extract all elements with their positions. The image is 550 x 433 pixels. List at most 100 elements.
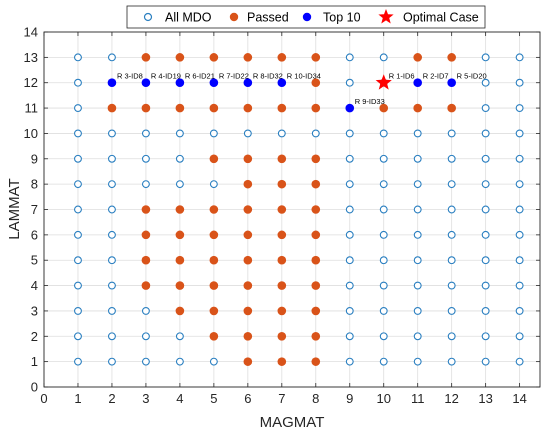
- all-mdo-point: [413, 205, 422, 214]
- all-mdo-point: [74, 154, 82, 163]
- all-mdo-point: [74, 357, 82, 366]
- legend-optimal-label: Optimal Case: [403, 11, 479, 25]
- all-mdo-point: [447, 357, 456, 366]
- y-tick-label: 2: [31, 329, 38, 344]
- all-mdo-point: [74, 281, 82, 290]
- axes: [43, 31, 541, 388]
- all-mdo-point: [175, 180, 184, 189]
- passed-point: [277, 357, 287, 366]
- passed-point: [175, 306, 185, 316]
- all-mdo-point: [74, 180, 82, 189]
- top10-point: [209, 78, 219, 88]
- all-mdo-point: [481, 104, 490, 113]
- top10-point: [277, 78, 287, 88]
- y-tick-label: 14: [24, 25, 38, 40]
- all-mdo-point: [413, 154, 422, 163]
- all-mdo-point: [515, 78, 524, 87]
- legend-passed-marker: [229, 12, 239, 22]
- all-mdo-point: [345, 230, 354, 239]
- all-mdo-point: [345, 256, 354, 265]
- all-mdo-point: [175, 357, 184, 366]
- all-mdo-point: [345, 332, 354, 341]
- all-mdo-point: [481, 332, 490, 341]
- all-mdo-point: [141, 129, 150, 138]
- all-mdo-point: [481, 78, 490, 87]
- all-mdo-point: [107, 230, 116, 239]
- y-tick-label: 3: [31, 303, 38, 318]
- all-mdo-point: [481, 230, 490, 239]
- passed-point: [209, 255, 219, 265]
- y-tick-label: 0: [31, 380, 38, 395]
- all-mdo-point: [175, 129, 184, 138]
- all-mdo-point: [515, 129, 524, 138]
- all-mdo-point: [209, 129, 218, 138]
- all-mdo-point: [515, 154, 524, 163]
- y-tick-label: 6: [31, 227, 38, 242]
- passed-point: [209, 53, 219, 62]
- all-mdo-point: [515, 205, 524, 214]
- passed-point: [243, 331, 253, 341]
- passed-point: [243, 179, 253, 189]
- point-annotation-label: R 8-ID32: [253, 72, 283, 81]
- all-mdo-point: [447, 306, 456, 315]
- passed-point: [175, 205, 185, 214]
- all-mdo-point: [345, 281, 354, 290]
- all-mdo-point: [447, 332, 456, 341]
- x-tick-label: 6: [244, 391, 251, 406]
- all-mdo-point: [481, 357, 490, 366]
- passed-point: [243, 154, 253, 164]
- passed-point: [277, 205, 287, 214]
- y-tick-label: 9: [31, 151, 38, 166]
- all-mdo-point: [481, 154, 490, 163]
- top10-point: [345, 103, 355, 113]
- passed-point: [209, 281, 219, 290]
- all-mdo-point: [175, 154, 184, 163]
- passed-point: [311, 154, 321, 164]
- all-mdo-point: [515, 256, 524, 265]
- all-mdo-point: [515, 230, 524, 239]
- all-mdo-point: [107, 281, 116, 290]
- all-mdo-point: [515, 306, 524, 315]
- passed-point: [209, 331, 219, 341]
- all-mdo-point: [379, 180, 388, 189]
- all-mdo-point: [107, 154, 116, 163]
- all-mdo-point: [481, 53, 490, 62]
- all-mdo-point: [107, 180, 116, 189]
- data-marks: [74, 53, 524, 366]
- all-mdo-point: [481, 306, 490, 315]
- all-mdo-point: [141, 154, 150, 163]
- passed-point: [175, 281, 185, 290]
- passed-point: [311, 103, 321, 113]
- all-mdo-point: [209, 180, 218, 189]
- passed-point: [175, 230, 185, 240]
- passed-point: [311, 205, 321, 214]
- x-tick-label: 14: [512, 391, 526, 406]
- all-mdo-point: [74, 129, 82, 138]
- all-mdo-point: [447, 230, 456, 239]
- all-mdo-point: [447, 205, 456, 214]
- top10-point: [175, 78, 185, 88]
- point-annotation-label: R 9-ID33: [355, 97, 385, 106]
- passed-point: [141, 255, 151, 265]
- point-annotation-label: R 3-ID8: [117, 72, 143, 81]
- passed-point: [141, 205, 151, 214]
- all-mdo-point: [515, 180, 524, 189]
- point-annotation-label: R 6-ID21: [185, 72, 215, 81]
- passed-point: [311, 281, 321, 290]
- all-mdo-point: [447, 154, 456, 163]
- all-mdo-point: [345, 357, 354, 366]
- passed-point: [243, 53, 253, 62]
- passed-point: [243, 230, 253, 240]
- legend-top10-label: Top 10: [323, 11, 361, 25]
- x-tick-label: 0: [40, 391, 47, 406]
- all-mdo-point: [379, 154, 388, 163]
- all-mdo-point: [413, 306, 422, 315]
- all-mdo-point: [379, 357, 388, 366]
- legend-all-mdo-marker: [143, 12, 153, 22]
- y-tick-label: 8: [31, 177, 38, 192]
- all-mdo-point: [379, 332, 388, 341]
- all-mdo-point: [345, 53, 354, 62]
- x-tick-label: 13: [478, 391, 492, 406]
- point-annotation-label: R 7-ID22: [219, 72, 249, 81]
